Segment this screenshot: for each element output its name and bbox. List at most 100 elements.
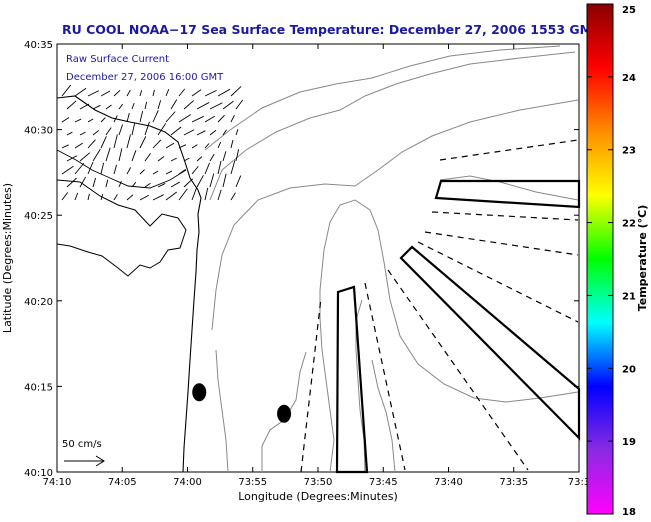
current-vector (191, 144, 198, 149)
current-vector (209, 129, 217, 136)
current-vector (66, 100, 77, 110)
current-vector (118, 103, 123, 110)
boundary-dashed-line (300, 297, 322, 473)
current-vector (113, 134, 118, 149)
current-vector (204, 162, 210, 175)
x-tick-label: 73:40 (434, 477, 463, 488)
current-vector (74, 162, 85, 175)
current-vector (100, 194, 104, 201)
current-vector (165, 142, 175, 149)
colorbar-tick-label: 22 (622, 219, 636, 230)
current-vector (126, 167, 132, 175)
coastline (56, 95, 202, 473)
current-vector (191, 89, 202, 97)
colorbar-tick-label: 24 (622, 73, 636, 84)
current-vector (165, 170, 173, 175)
buoy-marker (277, 404, 292, 423)
current-vector (196, 175, 204, 188)
current-vector (152, 194, 164, 201)
raritan-shoreline (56, 149, 187, 189)
current-vector (222, 129, 227, 136)
current-vector (79, 176, 86, 188)
current-vector (100, 90, 111, 97)
current-vector (165, 111, 176, 123)
x-tick-label: 74:05 (108, 477, 137, 488)
current-vector (152, 89, 155, 97)
current-vector (74, 192, 79, 201)
current-vector (100, 162, 105, 175)
current-vector (126, 134, 131, 149)
shipping-lane-east (434, 179, 581, 209)
colorbar-label: Temperature (°C) (636, 205, 649, 312)
boundary-dashed-line (439, 139, 579, 161)
current-vector (66, 131, 73, 136)
annotation-current-time: December 27, 2006 16:00 GMT (66, 72, 224, 83)
current-vector (196, 156, 203, 162)
current-vector (87, 161, 94, 175)
current-vector (100, 136, 107, 149)
current-vector (61, 144, 69, 149)
current-vector (144, 153, 151, 162)
current-vector (191, 187, 198, 201)
x-tick-label: 74:10 (43, 477, 72, 488)
current-vector (170, 181, 180, 188)
current-vector (61, 84, 72, 97)
current-vector (139, 111, 144, 123)
current-vector (209, 102, 223, 110)
current-vector (131, 150, 137, 162)
current-vector (222, 151, 227, 162)
current-vector (139, 194, 150, 201)
current-vector (139, 90, 143, 97)
current-vector (178, 114, 191, 123)
x-axis-ticks: 74:10 74:05 74:00 73:55 73:50 73:45 73:40 73:35… (43, 44, 590, 488)
current-vector (157, 100, 162, 110)
current-vector (230, 86, 242, 97)
current-vector (196, 130, 206, 136)
current-vector (105, 179, 109, 188)
current-vector (118, 148, 123, 162)
current-vector (139, 136, 147, 149)
current-vector (157, 156, 165, 162)
shipping-lane-southeast (399, 245, 581, 441)
current-vector (165, 191, 178, 201)
colorbar-ticks: 18 19 20 21 22 23 24 25 (587, 3, 636, 518)
current-vector (178, 144, 187, 149)
annotation-current-label: Raw Surface Current (66, 54, 169, 65)
colorbar (586, 3, 614, 515)
current-vector (113, 164, 117, 175)
current-vector (139, 169, 145, 175)
current-vector (118, 124, 124, 136)
current-vector (222, 173, 227, 188)
current-vector (204, 143, 210, 149)
colorbar-tick-label: 19 (622, 437, 636, 448)
current-vector (230, 115, 235, 123)
y-tick-label: 40:20 (24, 297, 53, 308)
current-vector (126, 89, 131, 97)
current-vector (113, 115, 118, 123)
bathymetry-contour (211, 99, 579, 331)
current-vector (61, 165, 74, 175)
current-vector (79, 131, 86, 136)
current-vector (209, 153, 215, 162)
current-vector (217, 141, 222, 149)
current-vector (235, 149, 240, 162)
y-tick-label: 40:25 (24, 211, 53, 222)
current-vector (144, 101, 148, 110)
x-tick-label: 73:45 (369, 477, 398, 488)
current-vector (126, 113, 130, 123)
current-vector (92, 130, 100, 136)
y-axis-ticks: 40:10 40:15 40:20 40:25 40:30 40:35 (24, 40, 579, 479)
current-vector (61, 192, 69, 201)
current-vector (144, 121, 150, 136)
current-vector (196, 102, 210, 110)
map-layer (56, 45, 581, 474)
current-vector (230, 160, 236, 175)
current-vector (92, 149, 101, 162)
y-tick-label: 40:30 (24, 126, 53, 137)
current-vector (178, 88, 186, 97)
current-vector (209, 173, 215, 188)
current-vector (126, 194, 134, 201)
bathymetry-contour (204, 45, 561, 151)
current-vector (61, 117, 70, 123)
